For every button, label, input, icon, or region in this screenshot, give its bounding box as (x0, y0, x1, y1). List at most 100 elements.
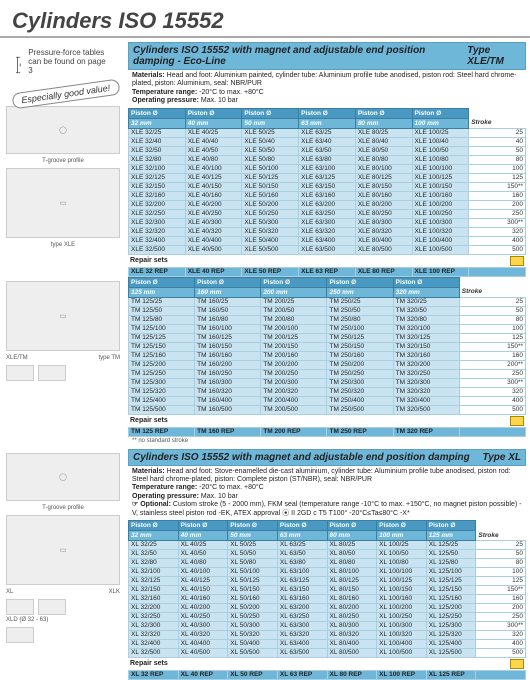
warning-icon (510, 256, 524, 266)
cell: XL 125/500 (426, 648, 476, 657)
cell: XL 80/320 (327, 630, 377, 639)
cell: XL 80/80 (327, 558, 377, 567)
cell: TM 200/160 (261, 351, 327, 360)
lbl-pressure-2: Operating pressure: (132, 493, 199, 500)
cell: XL 63/500 (277, 648, 327, 657)
cell: TM 125/400 (129, 396, 195, 405)
cell: XLE 40/40 (185, 137, 242, 146)
cell: XL 50/200 (228, 603, 278, 612)
cell: XL 80/300 (327, 621, 377, 630)
section1-pressure: Max. 10 bar (201, 97, 238, 104)
repair-cell: XL 50 REP (228, 670, 278, 679)
cell: XL 50/250 (228, 612, 278, 621)
stroke-cell: 320 (459, 387, 525, 396)
cell: TM 200/50 (261, 306, 327, 315)
cell: TM 250/125 (327, 333, 393, 342)
cell: XL 125/125 (426, 576, 476, 585)
cell: TM 200/250 (261, 369, 327, 378)
stroke-cell: 400 (469, 236, 526, 245)
cell: XL 50/80 (228, 558, 278, 567)
cell: XLE 63/300 (299, 218, 356, 227)
section1-title: Cylinders ISO 15552 with magnet and adju… (133, 45, 467, 67)
cell: XLE 63/320 (299, 227, 356, 236)
cell: XLE 100/80 (412, 155, 469, 164)
stroke-cell: 100 (476, 567, 526, 576)
cell: TM 250/250 (327, 369, 393, 378)
stroke-cell: 250 (459, 369, 525, 378)
table-row: TM 125/150TM 160/150TM 200/150TM 250/150… (129, 342, 526, 351)
cell: XLE 100/125 (412, 173, 469, 182)
lbl-temp-2: Temperature range: (132, 484, 197, 491)
table-row: XL 32/150XL 40/150XL 50/150XL 63/150XL 8… (129, 585, 526, 594)
cell: XLE 50/400 (242, 236, 299, 245)
cell: XL 32/200 (129, 603, 179, 612)
cell: TM 160/50 (195, 306, 261, 315)
stroke-cell: 125 (459, 333, 525, 342)
cell: XLE 32/250 (129, 209, 186, 218)
cell: XLE 80/25 (355, 128, 412, 137)
cell: XL 40/250 (178, 612, 228, 621)
cell: XLE 100/100 (412, 164, 469, 173)
bracket-icon (14, 48, 22, 82)
lbl-temp: Temperature range: (132, 89, 197, 96)
cell: XL 50/50 (228, 549, 278, 558)
stroke-cell: 25 (469, 128, 526, 137)
repair-row: XLE 32 REPXLE 40 REPXLE 50 REPXLE 63 REP… (129, 267, 526, 276)
cell: XL 100/150 (377, 585, 427, 594)
stroke-cell: 300** (469, 218, 526, 227)
diagram-icons-xld (6, 627, 120, 643)
cell: XLE 80/80 (355, 155, 412, 164)
stroke-cell: 200 (476, 603, 526, 612)
cell: XLE 100/25 (412, 128, 469, 137)
stroke-cell: 150** (469, 182, 526, 191)
table-row: TM 125/320TM 160/320TM 200/320TM 250/320… (129, 387, 526, 396)
cell: XL 80/250 (327, 612, 377, 621)
cell: XLE 50/300 (242, 218, 299, 227)
cell: XLE 80/125 (355, 173, 412, 182)
diagram-icons-tm (6, 365, 120, 381)
caption-xle-tm: XLE/TM (6, 355, 28, 361)
section1-temp: -20°C to max. +80°C (199, 89, 264, 96)
cell: XL 100/200 (377, 603, 427, 612)
stroke-cell: 400 (459, 396, 525, 405)
repair-row: XL 32 REPXL 40 REPXL 50 REPXL 63 REPXL 8… (129, 670, 526, 679)
stroke-cell: 200** (459, 360, 525, 369)
table-row: XLE 32/125XLE 40/125XLE 50/125XLE 63/125… (129, 173, 526, 182)
cell: XL 40/160 (178, 594, 228, 603)
table-row: XLE 32/25XLE 40/25XLE 50/25XLE 63/25XLE … (129, 128, 526, 137)
stroke-cell: 320 (469, 227, 526, 236)
cell: XL 125/250 (426, 612, 476, 621)
cell: XLE 50/50 (242, 146, 299, 155)
table-row: XL 32/160XL 40/160XL 50/160XL 63/160XL 8… (129, 594, 526, 603)
stroke-cell: 50 (459, 306, 525, 315)
section1-type: Type XLE/TM (467, 45, 521, 67)
table-row: XL 32/300XL 40/300XL 50/300XL 63/300XL 8… (129, 621, 526, 630)
stroke-cell: 150** (459, 342, 525, 351)
cell: XL 32/400 (129, 639, 179, 648)
repair-cell: XL 32 REP (129, 670, 179, 679)
cell: XL 40/25 (178, 540, 228, 549)
repair-cell: XLE 63 REP (299, 267, 356, 276)
cell: XLE 32/125 (129, 173, 186, 182)
cell: XL 40/125 (178, 576, 228, 585)
cell: XL 100/80 (377, 558, 427, 567)
repair-cell: TM 320 REP (393, 427, 459, 436)
table-row: XLE 32/50XLE 40/50XLE 50/50XLE 63/50XLE … (129, 146, 526, 155)
cell: XLE 80/250 (355, 209, 412, 218)
cell: TM 200/125 (261, 333, 327, 342)
table-row: TM 125/100TM 160/100TM 200/100TM 250/100… (129, 324, 526, 333)
stroke-cell: 320 (476, 630, 526, 639)
cell: XLE 50/150 (242, 182, 299, 191)
cell: XLE 32/80 (129, 155, 186, 164)
warning-icon (510, 659, 524, 669)
diagram-icon (6, 599, 34, 615)
cell: XLE 32/100 (129, 164, 186, 173)
cell: TM 160/300 (195, 378, 261, 387)
cell: XL 100/100 (377, 567, 427, 576)
cell: TM 200/300 (261, 378, 327, 387)
cell: TM 160/400 (195, 396, 261, 405)
cell: XLE 63/200 (299, 200, 356, 209)
table-row: XLE 32/40XLE 40/40XLE 50/40XLE 63/40XLE … (129, 137, 526, 146)
repair-cell: XL 125 REP (426, 670, 476, 679)
cell: TM 125/125 (129, 333, 195, 342)
